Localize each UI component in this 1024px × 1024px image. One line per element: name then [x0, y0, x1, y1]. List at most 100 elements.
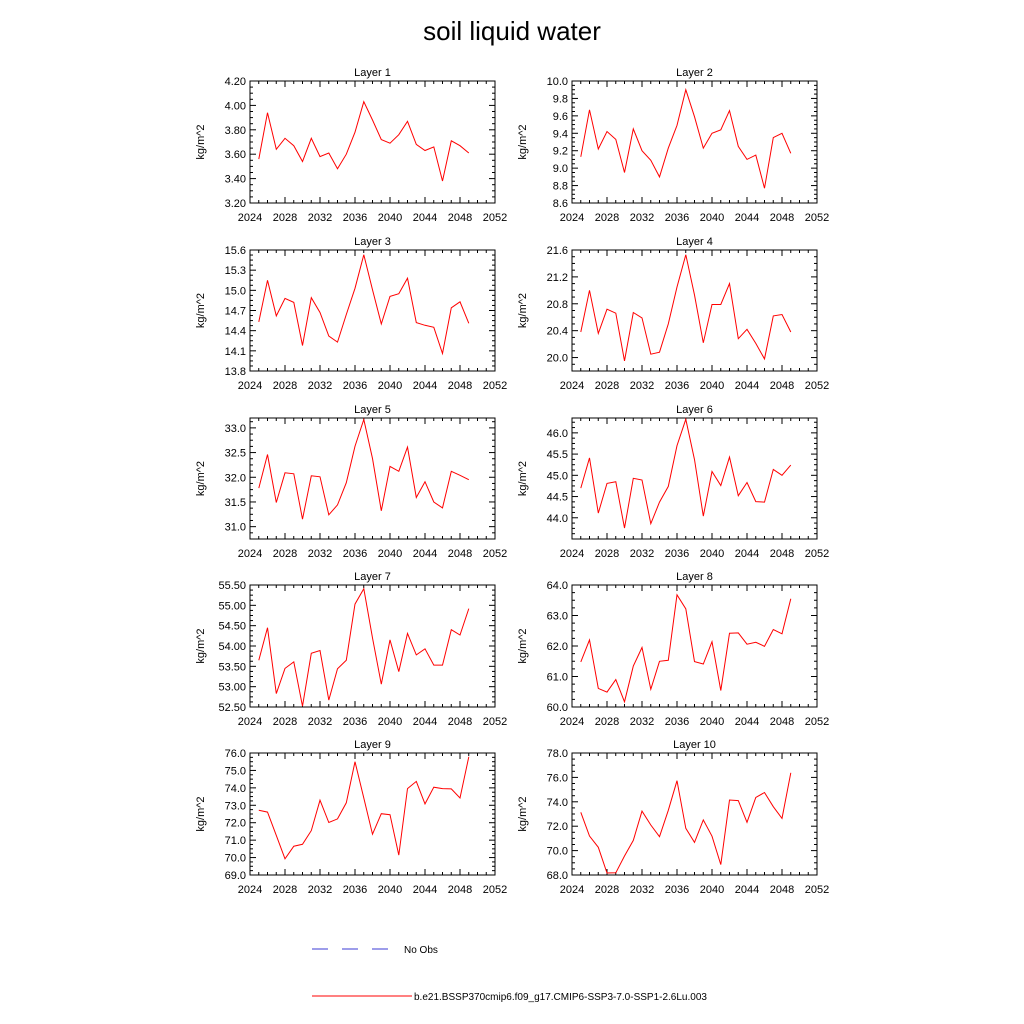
y-axis-label: kg/m^2	[195, 796, 207, 831]
panel-layer-1: Layer 1 kg/m^2 2024 2028 2032 2036 2040 2044 204…	[195, 67, 507, 224]
x-tick-label: 2052	[805, 212, 829, 224]
y-tick-label: 13.8	[225, 366, 246, 378]
x-tick-label: 2040	[700, 884, 724, 896]
x-tick-label: 2024	[560, 212, 584, 224]
x-tick-label: 2028	[595, 884, 619, 896]
y-tick-label: 73.0	[225, 800, 246, 812]
y-tick-label: 69.0	[225, 870, 246, 882]
plot-frame	[571, 584, 818, 708]
x-tick-label: 2028	[273, 884, 297, 896]
y-tick-label: 78.0	[547, 748, 568, 760]
x-tick-label: 2036	[343, 548, 367, 560]
x-tick-label: 2028	[595, 548, 619, 560]
x-tick-label: 2040	[378, 548, 402, 560]
plot-frame	[249, 584, 496, 708]
plot-frame	[571, 80, 818, 204]
y-axis-label: kg/m^2	[517, 796, 529, 831]
y-tick-label: 44.0	[547, 513, 568, 525]
y-tick-label: 31.5	[225, 497, 246, 509]
y-tick-label: 64.0	[547, 580, 568, 592]
y-tick-label: 33.0	[225, 423, 246, 435]
y-tick-label: 20.4	[547, 326, 568, 338]
plot-frame	[249, 249, 496, 372]
panel-layer-10: Layer 10 kg/m^2 2024 2028 2032 2036 2040 2044 20…	[517, 739, 829, 896]
x-tick-label: 2052	[483, 716, 507, 728]
x-tick-label: 2048	[770, 716, 794, 728]
x-tick-label: 2048	[770, 548, 794, 560]
series-line	[258, 587, 470, 707]
panel-layer-4: Layer 4 kg/m^2 2024 2028 2032 2036 2040 2044 204…	[517, 236, 829, 392]
series-line	[258, 100, 470, 182]
series-line	[580, 417, 792, 529]
panel-title: Layer 4	[676, 236, 713, 248]
y-tick-label: 20.8	[547, 299, 568, 311]
y-tick-label: 15.6	[225, 245, 246, 257]
y-tick-label: 76.0	[225, 748, 246, 760]
y-tick-label: 14.4	[225, 326, 246, 338]
y-tick-label: 71.0	[225, 835, 246, 847]
panel-title: Layer 3	[354, 236, 391, 248]
y-tick-label: 54.00	[218, 641, 246, 653]
y-axis-label: kg/m^2	[517, 461, 529, 496]
y-tick-label: 9.6	[553, 111, 568, 123]
y-tick-label: 4.20	[225, 76, 246, 88]
x-tick-label: 2024	[238, 380, 262, 392]
y-tick-label: 55.50	[218, 580, 246, 592]
y-axis-label: kg/m^2	[517, 293, 529, 328]
x-tick-label: 2024	[560, 716, 584, 728]
y-tick-label: 53.00	[218, 682, 246, 694]
plot-frame	[249, 80, 496, 204]
series-line	[580, 772, 792, 874]
legend-no-obs-label: No Obs	[404, 945, 438, 956]
y-tick-label: 62.0	[547, 641, 568, 653]
x-tick-label: 2024	[560, 884, 584, 896]
figure-title: soil liquid water	[423, 16, 601, 46]
y-tick-label: 60.0	[547, 702, 568, 714]
panel-title: Layer 10	[673, 739, 716, 751]
x-tick-label: 2040	[378, 380, 402, 392]
x-tick-label: 2040	[700, 716, 724, 728]
x-tick-label: 2028	[273, 548, 297, 560]
y-tick-label: 70.0	[547, 846, 568, 858]
y-tick-label: 70.0	[225, 853, 246, 865]
y-tick-label: 31.0	[225, 522, 246, 534]
y-tick-label: 21.6	[547, 245, 568, 257]
y-tick-label: 55.00	[218, 600, 246, 612]
y-tick-label: 32.5	[225, 448, 246, 460]
x-tick-label: 2028	[595, 212, 619, 224]
plot-frame	[571, 752, 818, 876]
panel-layer-2: Layer 2 kg/m^2 2024 2028 2032 2036 2040 2044 204…	[517, 67, 829, 224]
x-tick-label: 2052	[805, 884, 829, 896]
y-tick-label: 8.6	[553, 198, 568, 210]
y-tick-label: 9.0	[553, 163, 568, 175]
y-tick-label: 54.50	[218, 621, 246, 633]
y-axis-label: kg/m^2	[195, 461, 207, 496]
series-line	[580, 87, 792, 189]
y-tick-label: 21.2	[547, 272, 568, 284]
x-tick-label: 2032	[308, 380, 332, 392]
x-tick-label: 2024	[238, 212, 262, 224]
x-tick-label: 2024	[238, 884, 262, 896]
panel-layer-6: Layer 6 kg/m^2 2024 2028 2032 2036 2040 2044 204…	[517, 404, 829, 560]
x-tick-label: 2032	[308, 548, 332, 560]
x-tick-label: 2040	[700, 380, 724, 392]
plot-frame	[249, 417, 496, 540]
y-tick-label: 74.0	[547, 797, 568, 809]
panel-layer-5: Layer 5 kg/m^2 2024 2028 2032 2036 2040 2044 204…	[195, 404, 507, 560]
x-tick-label: 2036	[665, 548, 689, 560]
x-tick-label: 2032	[630, 884, 654, 896]
y-tick-label: 61.0	[547, 672, 568, 684]
y-tick-label: 8.8	[553, 181, 568, 193]
y-axis-label: kg/m^2	[195, 124, 207, 159]
x-tick-label: 2032	[630, 212, 654, 224]
series-line	[580, 254, 792, 361]
x-tick-label: 2044	[413, 380, 437, 392]
x-tick-label: 2040	[700, 548, 724, 560]
x-tick-label: 2024	[560, 548, 584, 560]
x-tick-label: 2044	[413, 212, 437, 224]
x-tick-label: 2040	[378, 716, 402, 728]
y-tick-label: 9.8	[553, 93, 568, 105]
x-tick-label: 2052	[483, 212, 507, 224]
y-tick-label: 72.0	[225, 818, 246, 830]
y-tick-label: 32.0	[225, 472, 246, 484]
